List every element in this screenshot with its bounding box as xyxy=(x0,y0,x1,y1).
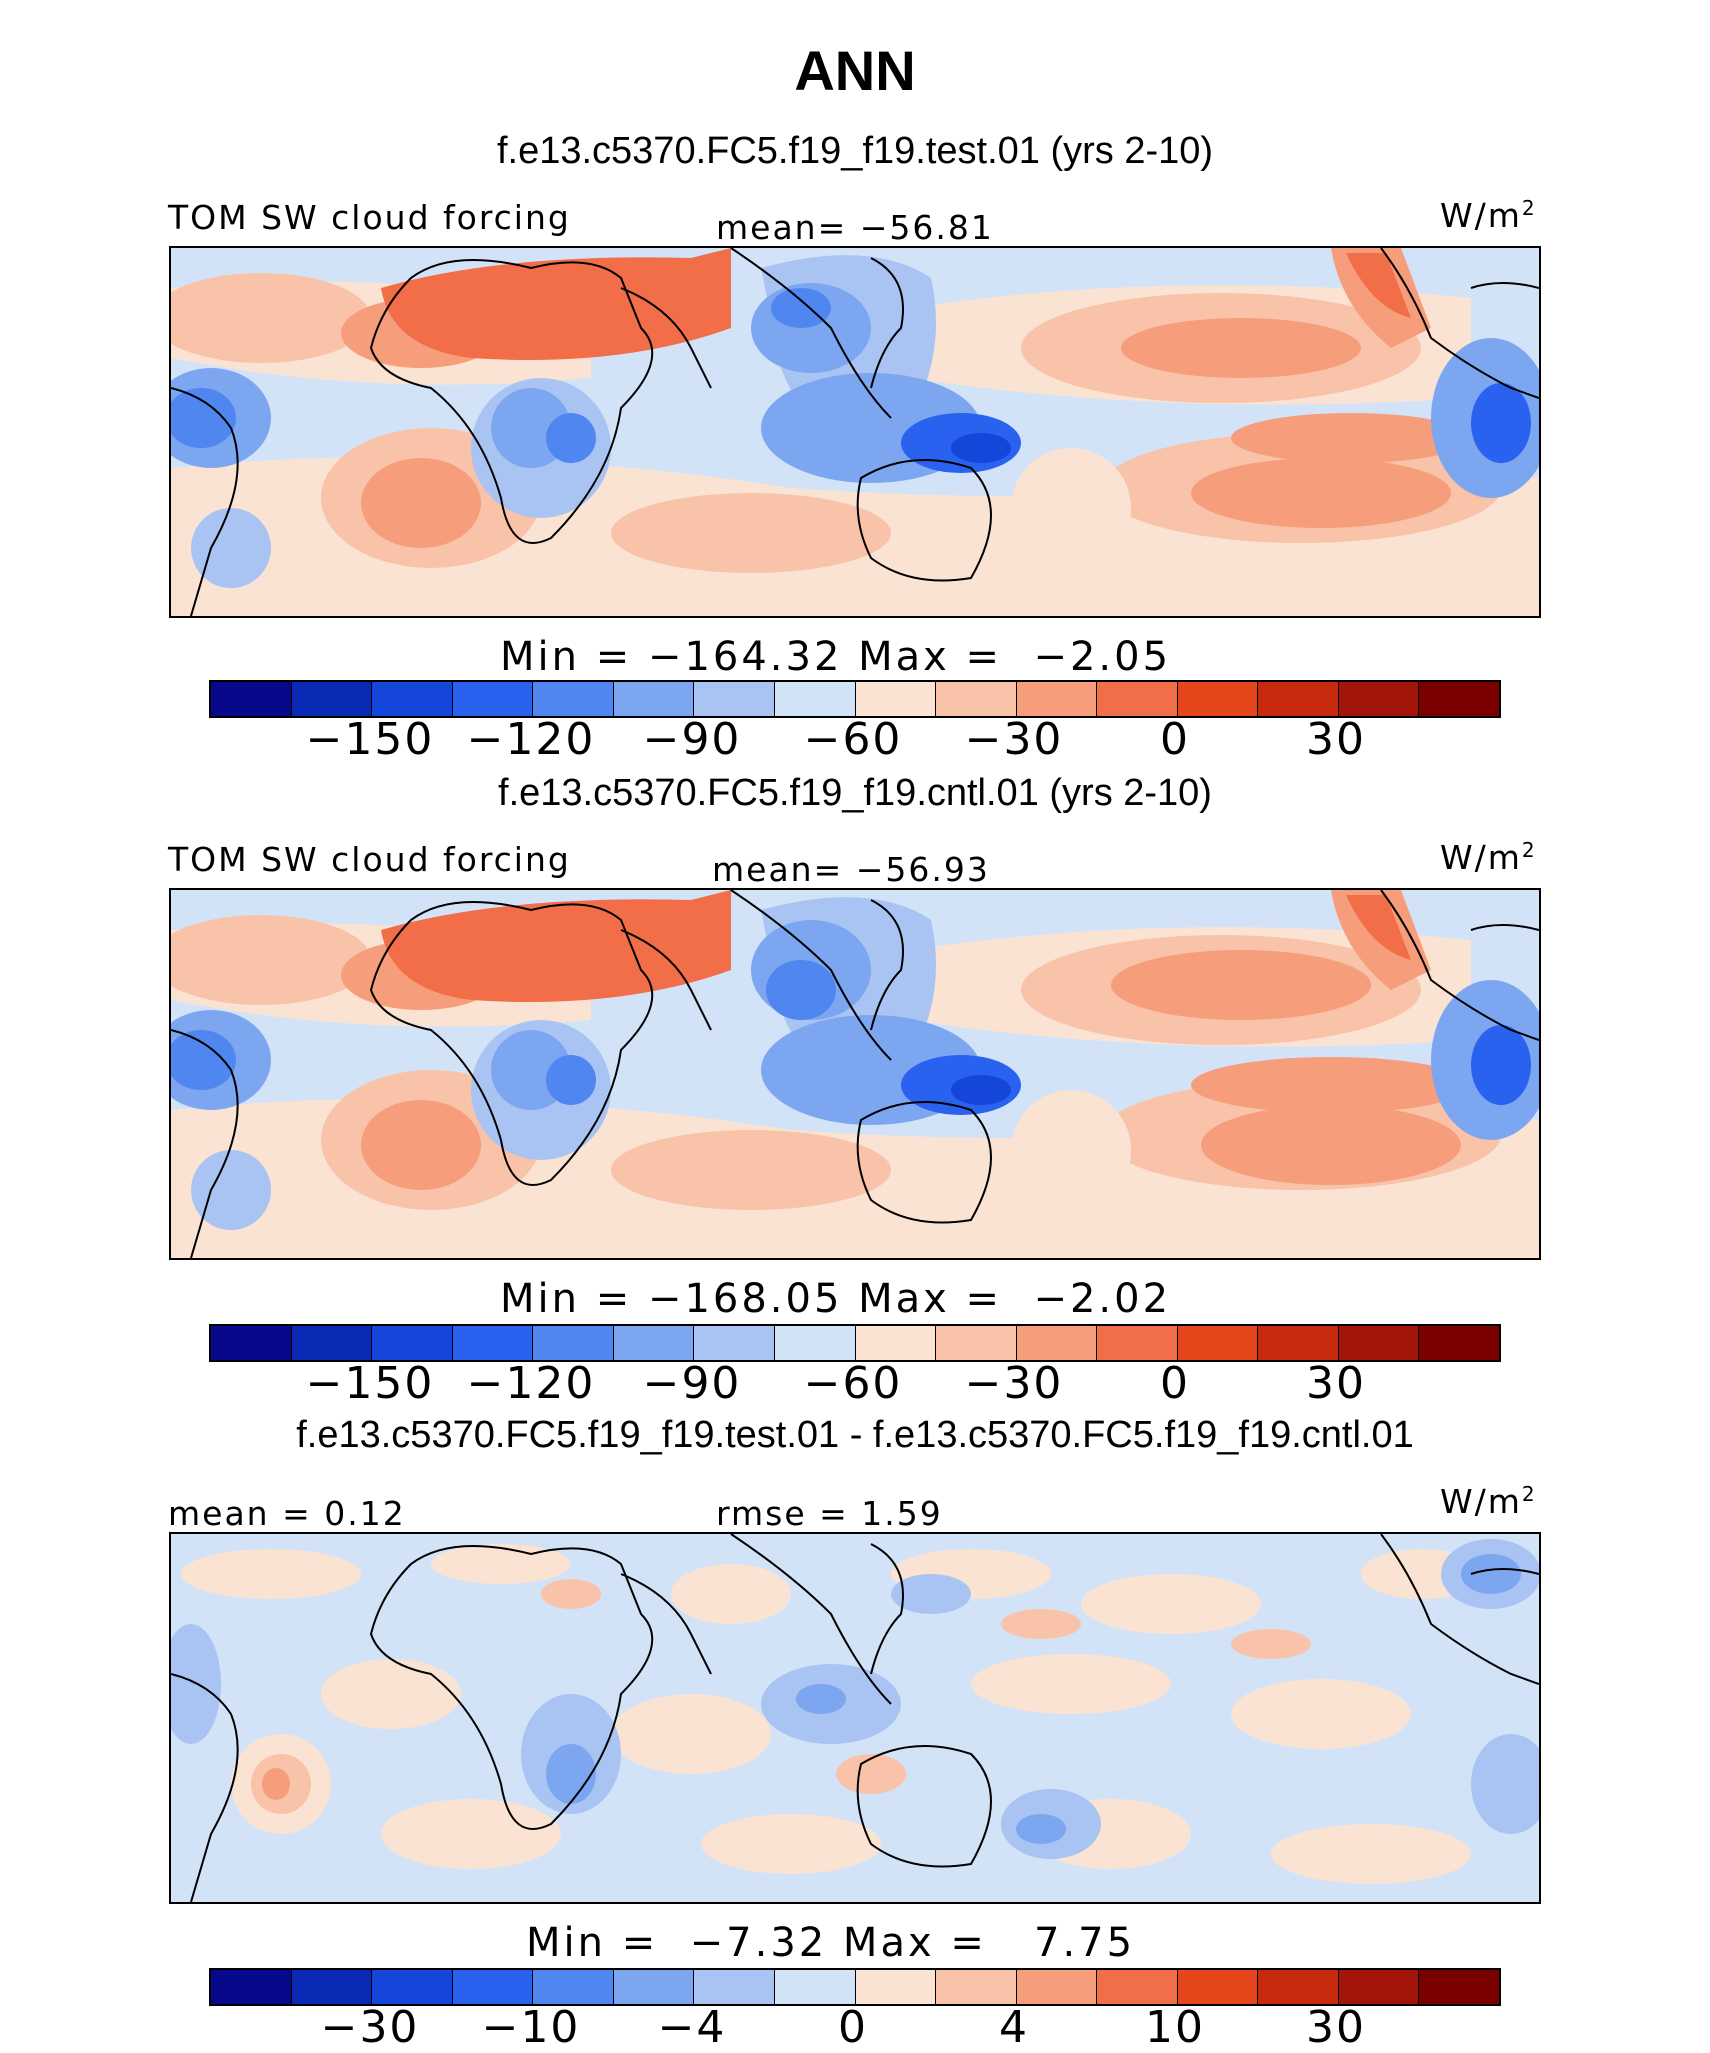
colorbar-swatch xyxy=(372,682,453,716)
colorbar-tick-label: 30 xyxy=(1306,1358,1366,1409)
panel-3-colorbar xyxy=(209,1968,1501,2006)
panel-3-minmax: Min = −7.32 Max = 7.75 xyxy=(526,1920,1136,1966)
panel-2-map xyxy=(169,888,1541,1260)
colorbar-swatch xyxy=(211,1970,292,2004)
colorbar-swatch xyxy=(936,1326,1017,1360)
colorbar-swatch xyxy=(1177,1970,1259,2004)
colorbar-swatch xyxy=(936,682,1017,716)
colorbar-swatch xyxy=(1258,682,1339,716)
colorbar-swatch xyxy=(1097,1326,1178,1360)
colorbar-swatch xyxy=(291,1326,373,1360)
colorbar-swatch xyxy=(1177,682,1259,716)
colorbar-swatch xyxy=(855,682,937,716)
colorbar-tick-label: −30 xyxy=(964,714,1064,765)
panel-2-case-title: f.e13.c5370.FC5.f19_f19.cntl.01 (yrs 2-1… xyxy=(498,772,1212,814)
colorbar-swatch xyxy=(1338,1326,1420,1360)
panel-3-mean-label: mean = 0.12 xyxy=(168,1494,406,1533)
colorbar-swatch xyxy=(1097,682,1178,716)
colorbar-swatch xyxy=(452,1326,534,1360)
colorbar-tick-label: 4 xyxy=(999,2002,1029,2053)
colorbar-tick-label: 0 xyxy=(1160,1358,1190,1409)
colorbar-tick-label: −4 xyxy=(657,2002,727,2053)
panel-2-colorbar xyxy=(209,1324,1501,1362)
colorbar-swatch xyxy=(774,1970,856,2004)
panel-2-units-label: W/m2 xyxy=(1440,838,1537,877)
colorbar-swatch xyxy=(452,1970,534,2004)
colorbar-swatch xyxy=(613,1970,695,2004)
colorbar-swatch xyxy=(855,1970,937,2004)
colorbar-tick-label: −90 xyxy=(642,714,742,765)
panel-3-map xyxy=(169,1532,1541,1904)
colorbar-swatch xyxy=(936,1970,1017,2004)
colorbar-tick-label: 30 xyxy=(1306,2002,1366,2053)
colorbar-swatch xyxy=(1419,682,1499,716)
colorbar-swatch xyxy=(372,1970,453,2004)
colorbar-swatch xyxy=(694,682,775,716)
colorbar-swatch xyxy=(291,682,373,716)
panel-2-minmax: Min = −168.05 Max = −2.02 xyxy=(500,1276,1172,1322)
colorbar-swatch xyxy=(533,682,614,716)
colorbar-swatch xyxy=(774,1326,856,1360)
colorbar-tick-label: −10 xyxy=(481,2002,581,2053)
colorbar-swatch xyxy=(613,1326,695,1360)
colorbar-swatch xyxy=(1016,682,1098,716)
colorbar-swatch xyxy=(1097,1970,1178,2004)
colorbar-swatch xyxy=(1419,1326,1499,1360)
colorbar-swatch xyxy=(694,1326,775,1360)
colorbar-swatch xyxy=(211,682,292,716)
colorbar-tick-label: 0 xyxy=(1160,714,1190,765)
colorbar-swatch xyxy=(855,1326,937,1360)
panel-1-case-title: f.e13.c5370.FC5.f19_f19.test.01 (yrs 2-1… xyxy=(496,130,1214,172)
colorbar-swatch xyxy=(613,682,695,716)
panel-1-mean-label: mean= −56.81 xyxy=(716,208,994,247)
colorbar-swatch xyxy=(1338,682,1420,716)
panel-1-map xyxy=(169,246,1541,618)
colorbar-tick-label: −30 xyxy=(964,1358,1064,1409)
colorbar-tick-label: 10 xyxy=(1145,2002,1205,2053)
panel-1-units-label: W/m2 xyxy=(1440,196,1537,235)
panel-1-colorbar xyxy=(209,680,1501,718)
colorbar-swatch xyxy=(533,1970,614,2004)
colorbar-tick-label: −120 xyxy=(466,714,596,765)
colorbar-swatch xyxy=(533,1326,614,1360)
colorbar-swatch xyxy=(1177,1326,1259,1360)
colorbar-tick-label: 30 xyxy=(1306,714,1366,765)
colorbar-tick-label: −150 xyxy=(305,1358,435,1409)
panel-3-units-label: W/m2 xyxy=(1440,1482,1537,1521)
figure-title: ANN xyxy=(794,39,916,102)
colorbar-swatch xyxy=(372,1326,453,1360)
panel-1-minmax: Min = −164.32 Max = −2.05 xyxy=(500,634,1172,680)
colorbar-swatch xyxy=(1338,1970,1420,2004)
panel-3-case-title: f.e13.c5370.FC5.f19_f19.test.01 - f.e13.… xyxy=(296,1414,1414,1456)
colorbar-swatch xyxy=(1258,1970,1339,2004)
colorbar-swatch xyxy=(452,682,534,716)
colorbar-swatch xyxy=(211,1326,292,1360)
colorbar-swatch xyxy=(1419,1970,1499,2004)
colorbar-tick-label: −120 xyxy=(466,1358,596,1409)
colorbar-swatch xyxy=(1016,1326,1098,1360)
colorbar-swatch xyxy=(774,682,856,716)
colorbar-swatch xyxy=(694,1970,775,2004)
panel-3-rmse-label: rmse = 1.59 xyxy=(716,1494,943,1533)
panel-1-variable-label: TOM SW cloud forcing xyxy=(168,198,571,237)
colorbar-tick-label: −150 xyxy=(305,714,435,765)
colorbar-tick-label: −30 xyxy=(320,2002,420,2053)
panel-2-variable-label: TOM SW cloud forcing xyxy=(168,840,571,879)
colorbar-tick-label: −90 xyxy=(642,1358,742,1409)
colorbar-swatch xyxy=(291,1970,373,2004)
colorbar-swatch xyxy=(1258,1326,1339,1360)
colorbar-tick-label: −60 xyxy=(803,1358,903,1409)
colorbar-swatch xyxy=(1016,1970,1098,2004)
colorbar-tick-label: 0 xyxy=(838,2002,868,2053)
panel-2-mean-label: mean= −56.93 xyxy=(712,850,990,889)
colorbar-tick-label: −60 xyxy=(803,714,903,765)
